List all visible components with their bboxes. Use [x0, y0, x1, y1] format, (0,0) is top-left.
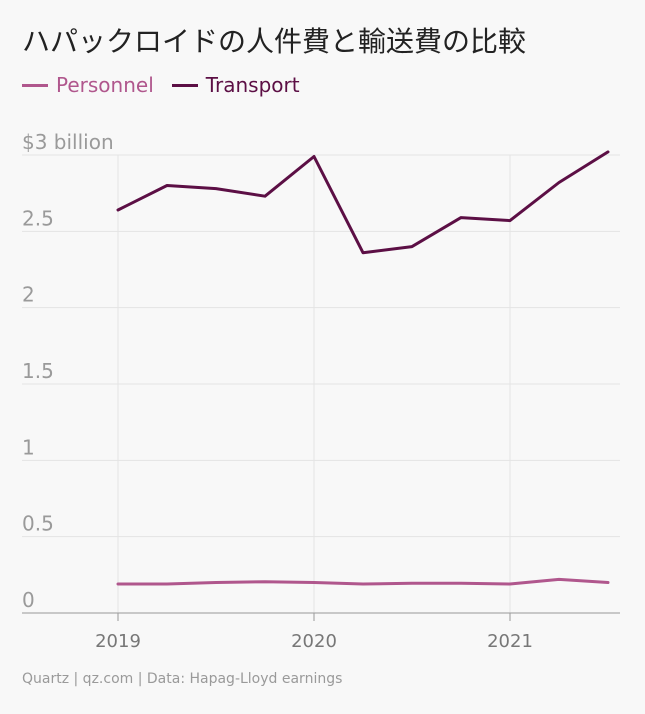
- chart-title: ハパックロイドの人件費と輸送費の比較: [22, 25, 527, 58]
- legend-label-personnel: Personnel: [56, 73, 154, 97]
- series-line-personnel: [116, 577, 610, 586]
- y-tick-label: 2: [22, 283, 35, 307]
- y-tick-label: 1.5: [22, 359, 54, 383]
- y-tick-label: 2.5: [22, 206, 54, 230]
- y-tick-label: $3 billion: [22, 130, 114, 154]
- x-tick-label: 2020: [291, 631, 337, 652]
- legend-swatch-transport: [171, 83, 198, 87]
- y-tick-label: 0.5: [22, 512, 54, 536]
- legend-item-transport: Transport: [171, 73, 300, 97]
- chart-plot: 0 0.5 1 1.5 2 2.5 $3 billion 2019 2020 2021: [22, 130, 620, 652]
- legend-label-transport: Transport: [205, 73, 300, 97]
- legend-swatch-personnel: [22, 83, 48, 87]
- legend-item-personnel: Personnel: [22, 73, 154, 97]
- x-tick-label: 2021: [487, 631, 533, 652]
- source-note: Quartz | qz.com | Data: Hapag-Lloyd earn…: [22, 671, 343, 687]
- legend: Personnel Transport: [22, 73, 318, 97]
- series-line-transport: [116, 150, 610, 255]
- x-tick-label: 2019: [95, 631, 141, 652]
- y-tick-label: 0: [22, 588, 35, 612]
- y-tick-label: 1: [22, 435, 35, 459]
